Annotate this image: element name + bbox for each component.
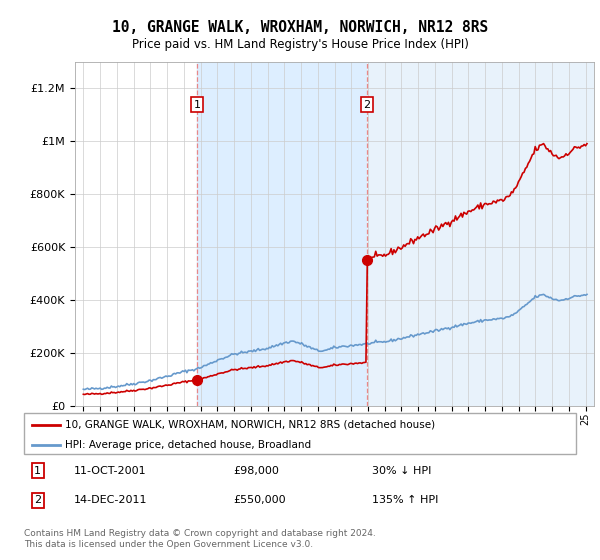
- Text: 1: 1: [34, 465, 41, 475]
- Text: 2: 2: [34, 495, 41, 505]
- Text: 30% ↓ HPI: 30% ↓ HPI: [372, 465, 431, 475]
- Text: 10, GRANGE WALK, WROXHAM, NORWICH, NR12 8RS (detached house): 10, GRANGE WALK, WROXHAM, NORWICH, NR12 …: [65, 419, 436, 430]
- Bar: [197, 62, 367, 406]
- Text: HPI: Average price, detached house, Broadland: HPI: Average price, detached house, Broa…: [65, 440, 311, 450]
- Text: 2: 2: [364, 100, 371, 110]
- Bar: [367, 62, 594, 406]
- Text: Price paid vs. HM Land Registry's House Price Index (HPI): Price paid vs. HM Land Registry's House …: [131, 38, 469, 51]
- Text: 10, GRANGE WALK, WROXHAM, NORWICH, NR12 8RS: 10, GRANGE WALK, WROXHAM, NORWICH, NR12 …: [112, 20, 488, 35]
- FancyBboxPatch shape: [24, 413, 576, 454]
- Text: 1: 1: [193, 100, 200, 110]
- Text: 14-DEC-2011: 14-DEC-2011: [74, 495, 147, 505]
- Text: Contains HM Land Registry data © Crown copyright and database right 2024.
This d: Contains HM Land Registry data © Crown c…: [24, 529, 376, 549]
- Text: £98,000: £98,000: [234, 465, 280, 475]
- Text: 135% ↑ HPI: 135% ↑ HPI: [372, 495, 438, 505]
- Text: 11-OCT-2001: 11-OCT-2001: [74, 465, 146, 475]
- Text: £550,000: £550,000: [234, 495, 286, 505]
